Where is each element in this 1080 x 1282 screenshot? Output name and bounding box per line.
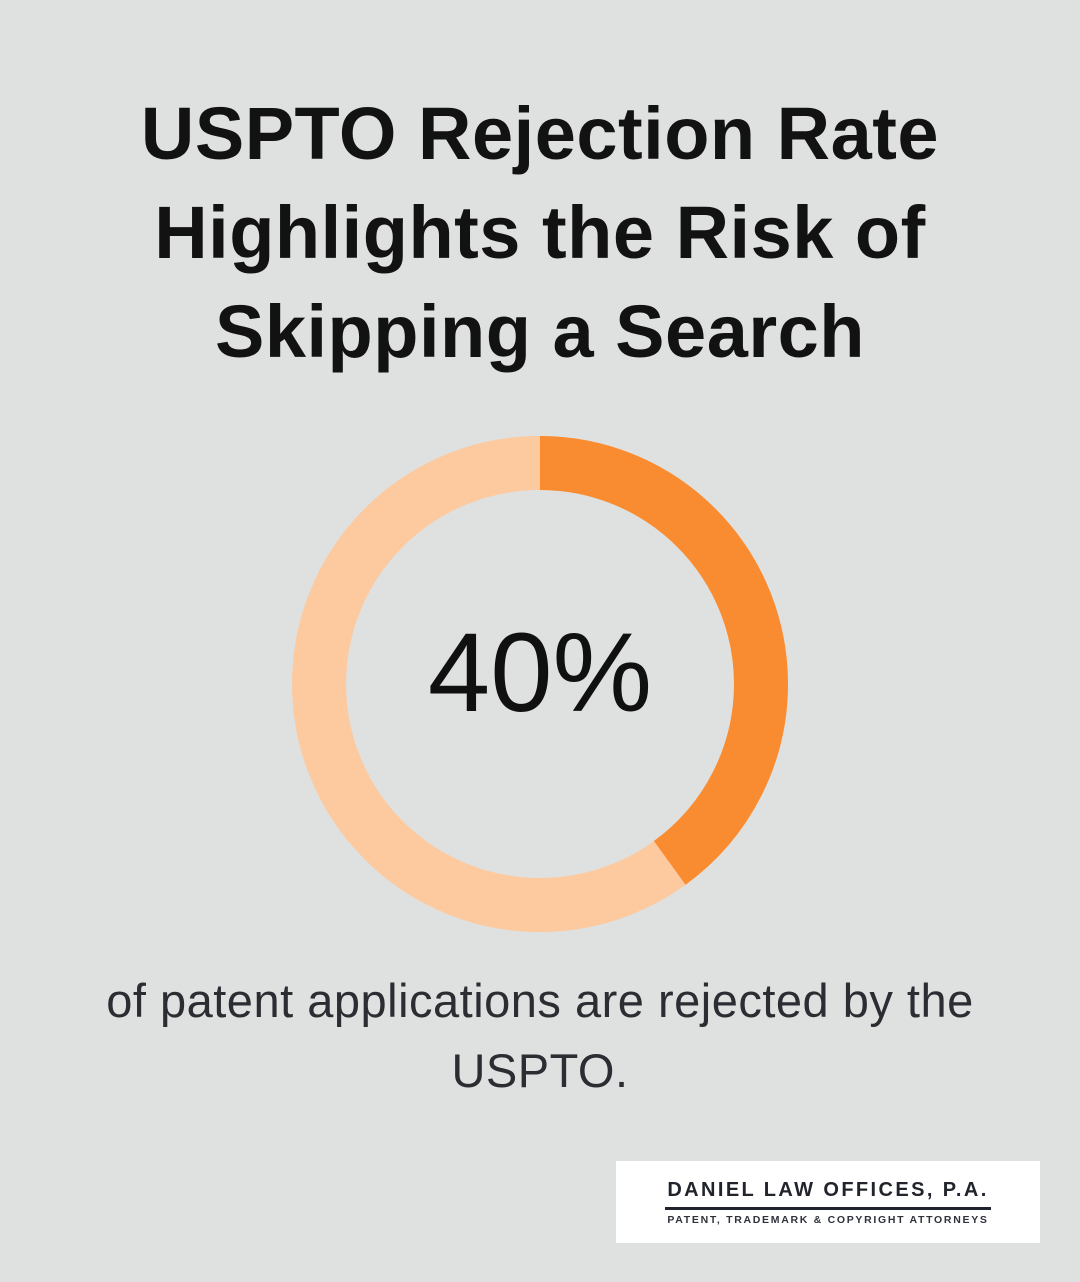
- chart-caption-line-1: of patent applications are rejected by t…: [106, 974, 974, 1027]
- page-title-line-2: Highlights the Risk of: [154, 191, 926, 274]
- page-title-line-1: USPTO Rejection Rate: [140, 92, 940, 175]
- logo-name: DANIEL LAW OFFICES, P.A.: [665, 1179, 991, 1210]
- logo: DANIEL LAW OFFICES, P.A. PATENT, TRADEMA…: [616, 1161, 1040, 1243]
- donut-chart: 40%: [292, 436, 788, 932]
- logo-tagline: PATENT, TRADEMARK & COPYRIGHT ATTORNEYS: [667, 1213, 989, 1226]
- donut-segment: [292, 436, 788, 932]
- page-title: USPTO Rejection Rate Highlights the Risk…: [0, 84, 1080, 381]
- logo-inner: DANIEL LAW OFFICES, P.A. PATENT, TRADEMA…: [665, 1179, 991, 1226]
- donut-center-label: 40%: [427, 609, 653, 735]
- chart-caption: of patent applications are rejected by t…: [0, 966, 1080, 1106]
- chart-caption-line-2: USPTO.: [451, 1044, 629, 1097]
- page-title-line-3: Skipping a Search: [214, 290, 866, 373]
- donut-chart-svg: [292, 436, 788, 932]
